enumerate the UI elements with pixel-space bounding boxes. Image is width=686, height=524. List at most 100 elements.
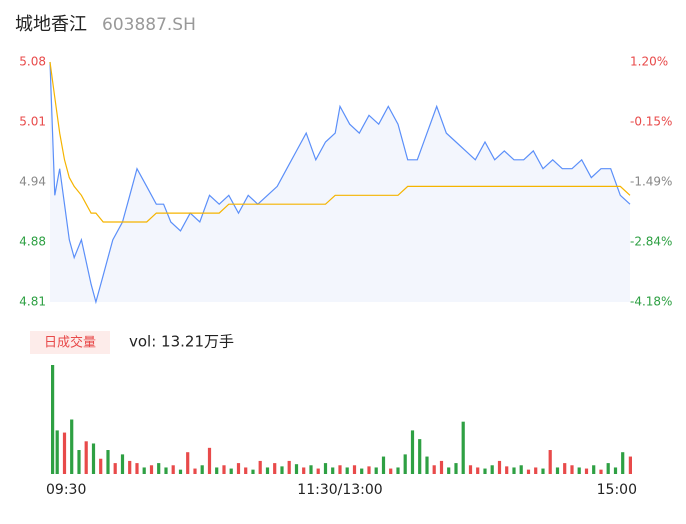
y2-tick-label: -4.18% — [630, 295, 672, 309]
y-tick-label: 4.94 — [19, 175, 46, 189]
volume-bar — [244, 467, 248, 474]
y-tick-label: 4.88 — [19, 235, 46, 249]
volume-bar — [164, 467, 168, 474]
volume-bar — [128, 460, 132, 474]
volume-bar — [454, 463, 458, 474]
volume-bar — [186, 452, 190, 474]
volume-bar — [563, 463, 567, 474]
y2-tick-label: -1.49% — [630, 175, 672, 189]
volume-bar — [338, 465, 342, 474]
volume-bar — [113, 463, 117, 474]
volume-bar — [207, 447, 212, 474]
average-line — [49, 61, 631, 223]
volume-bar — [77, 450, 81, 474]
volume-bar — [302, 467, 306, 474]
x-tick-label: 11:30/13:00 — [297, 482, 382, 498]
volume-bar — [62, 432, 67, 474]
volume-bar — [352, 465, 357, 474]
volume-bar — [135, 463, 139, 474]
volume-bar — [70, 419, 74, 474]
volume-bar — [55, 430, 59, 474]
volume-bar — [331, 467, 335, 474]
volume-bar — [555, 467, 560, 474]
volume-bar — [592, 465, 596, 474]
stock-code: 603887.SH — [102, 15, 196, 35]
legend-label: 日成交量 — [44, 335, 96, 351]
volume-bar — [367, 466, 371, 474]
volume-bar — [229, 468, 233, 474]
x-tick-label: 15:00 — [597, 482, 637, 498]
volume-bar — [120, 454, 125, 474]
volume-bar — [548, 450, 552, 474]
volume-bar — [418, 439, 422, 474]
volume-bar — [287, 460, 291, 474]
volume-bar — [584, 468, 589, 474]
volume-bar — [316, 468, 320, 474]
volume-bar — [389, 468, 393, 474]
volume-bar — [215, 467, 219, 474]
volume-bar — [628, 456, 632, 474]
volume-bar — [439, 460, 444, 474]
volume-bar — [171, 465, 175, 474]
volume-bar — [360, 468, 364, 474]
stock-name: 城地香江 — [15, 14, 87, 35]
volume-bar — [280, 466, 284, 474]
volume-bar — [200, 465, 204, 474]
y2-tick-label: -0.15% — [630, 115, 672, 129]
volume-bar — [258, 460, 262, 474]
volume-bar — [193, 468, 197, 474]
volume-bar — [541, 468, 545, 474]
volume-bar — [323, 463, 328, 474]
volume-bar — [265, 467, 270, 474]
volume-bar — [84, 441, 88, 474]
volume-bar — [621, 452, 625, 474]
volume-bar — [345, 467, 349, 474]
x-tick-label: 09:30 — [46, 482, 86, 498]
volume-bar — [570, 465, 574, 474]
volume-bar — [222, 465, 226, 474]
y-tick-label: 5.08 — [19, 55, 46, 69]
volume-bar — [425, 456, 429, 474]
volume-bar — [526, 469, 531, 474]
y-tick-label: 4.81 — [19, 295, 46, 309]
volume-bar — [157, 463, 161, 474]
volume-bar — [396, 467, 400, 474]
volume-bar — [374, 467, 378, 474]
volume-bar — [91, 443, 96, 474]
price-line — [49, 61, 631, 305]
volume-bar — [273, 463, 277, 474]
volume-bar — [505, 466, 509, 474]
volume-bar — [381, 456, 386, 474]
volume-bar — [236, 463, 241, 474]
volume-bar — [606, 463, 610, 474]
volume-bar — [142, 467, 146, 474]
volume-bar — [106, 450, 110, 474]
price-area — [50, 62, 630, 302]
y-tick-label: 5.01 — [19, 115, 46, 129]
y2-tick-label: 1.20% — [630, 55, 668, 69]
volume-bar — [432, 465, 436, 474]
volume-bar — [403, 454, 407, 474]
volume-bar — [447, 467, 451, 474]
volume-bar — [294, 464, 299, 474]
volume-bar — [512, 467, 516, 474]
volume-bar — [599, 469, 603, 474]
legend-box — [30, 331, 110, 354]
volume-bar — [613, 467, 618, 474]
volume-bar — [490, 465, 494, 474]
volume-bar — [468, 465, 473, 474]
volume-bar — [577, 467, 581, 474]
volume-bar — [534, 467, 538, 474]
volume-bar — [476, 467, 480, 474]
volume-bar — [178, 469, 183, 474]
y2-tick-label: -2.84% — [630, 235, 672, 249]
volume-bar — [410, 430, 415, 474]
volume-bar — [519, 465, 523, 474]
volume-bar — [149, 465, 154, 474]
volume-bar — [251, 469, 255, 474]
volume-bar — [461, 421, 465, 474]
volume-bar — [99, 458, 103, 474]
volume-bar — [51, 365, 55, 474]
